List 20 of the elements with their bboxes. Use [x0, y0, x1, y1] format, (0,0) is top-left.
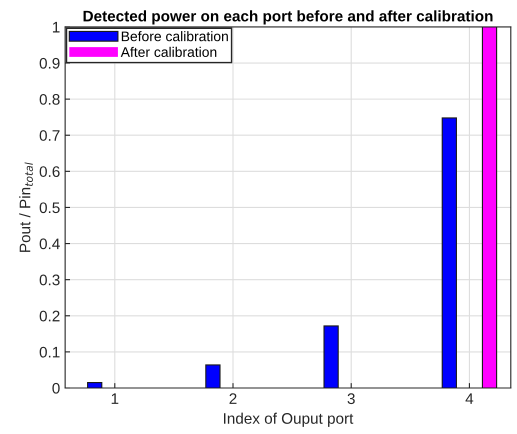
y-tick-label: 0.1 [40, 346, 60, 358]
y-tick-label: 0.9 [40, 58, 60, 69]
x-tick-label: 1 [112, 393, 118, 404]
x-axis-title: Index of Ouput port [224, 412, 354, 427]
legend-label: After calibration [120, 46, 216, 57]
x-tick-label: 4 [466, 393, 474, 404]
y-tick-label: 1 [52, 22, 60, 32]
y-tick-label: 0.2 [40, 310, 60, 322]
y-axis-title: Pout / Pin$_{total}$ [19, 162, 33, 252]
x-tick-label: 3 [348, 393, 355, 404]
chart-title: Detected power on each port before and after calibration [84, 10, 492, 25]
y-tick-label: 0.3 [40, 274, 60, 286]
y-tick-label: 0.6 [40, 166, 60, 178]
y-tick-label: 0.8 [40, 94, 60, 105]
x-tick-label: 2 [230, 393, 236, 404]
y-tick-label: 0 [52, 382, 60, 394]
legend-label: Before calibration [122, 31, 228, 42]
y-tick-label: 0.5 [40, 202, 60, 214]
y-tick-label: 0.7 [40, 130, 60, 141]
y-tick-label: 0.4 [40, 238, 60, 250]
